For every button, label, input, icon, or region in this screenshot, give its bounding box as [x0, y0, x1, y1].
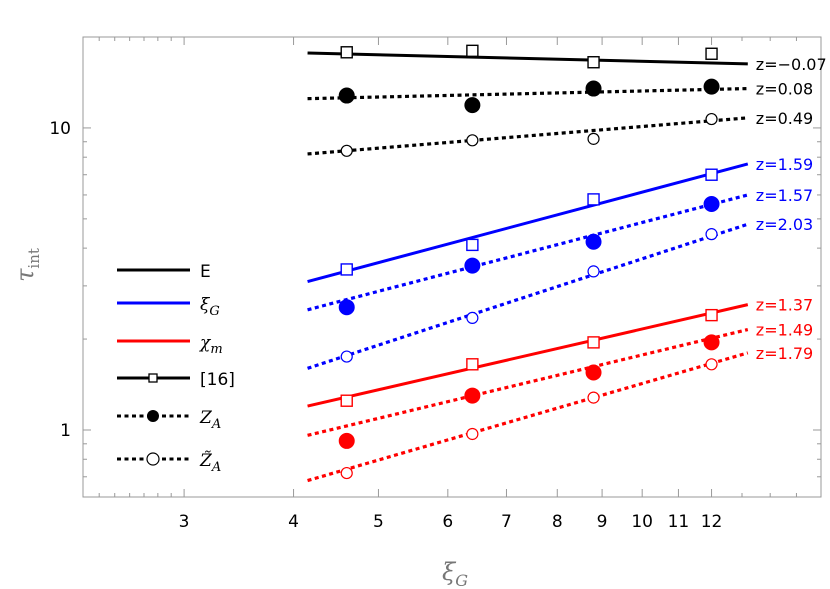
legend-label-4: ZA — [199, 408, 221, 432]
legend-label-sub: A — [211, 417, 221, 432]
data-point — [585, 233, 602, 250]
fit-line-3 — [307, 162, 749, 284]
data-point — [338, 87, 355, 104]
fit-label-5: z=2.03 — [756, 215, 813, 234]
data-point — [464, 387, 481, 404]
data-point — [705, 47, 718, 60]
legend-label-5: Z̃A — [199, 451, 221, 475]
data-point — [464, 97, 481, 114]
legend-label-1: ξG — [200, 295, 220, 319]
x-axis-label-main: ξ — [442, 558, 457, 586]
fit-label-8: z=1.79 — [756, 344, 813, 363]
x-tick-label: 9 — [597, 512, 608, 532]
data-point — [705, 358, 718, 371]
axis-ticks — [83, 36, 821, 497]
fit-line-5 — [307, 222, 749, 370]
data-point — [705, 112, 718, 126]
fit-label-6: z=1.37 — [756, 296, 813, 315]
plot-frame — [82, 36, 822, 498]
tick-labels: 3 4 5 6 7 8 9 10 11 12 1 10 — [49, 119, 722, 532]
fit-lines — [307, 51, 749, 483]
data-point — [466, 134, 479, 147]
legend-label-main: Z — [199, 408, 213, 428]
legend-label-2: χm — [199, 333, 223, 357]
data-point — [703, 195, 720, 212]
data-point — [587, 193, 600, 206]
fit-line-8 — [307, 351, 749, 483]
data-point — [464, 257, 481, 274]
data-point — [705, 168, 718, 181]
y-tick-label: 1 — [60, 421, 71, 441]
data-point — [466, 44, 479, 58]
data-point — [338, 299, 355, 316]
fit-label-4: z=1.57 — [756, 186, 813, 205]
legend-open-circle-marker — [146, 452, 160, 466]
legend-label-3: [16] — [200, 370, 235, 390]
legend-label-sub: m — [210, 342, 222, 357]
data-point — [340, 466, 353, 480]
y-axis-label-main: τ — [11, 268, 39, 282]
legend-square-marker — [148, 373, 158, 383]
fit-line-1 — [307, 86, 748, 101]
fit-labels: z=−0.07 z=0.08 z=0.49 z=1.59 z=1.57 z=2.03 z=1… — [756, 55, 827, 363]
legend-label-sub: G — [209, 304, 219, 319]
fit-line-6 — [307, 303, 749, 408]
x-tick-label: 5 — [373, 512, 384, 532]
legend-filled-circle-marker — [147, 410, 159, 422]
data-points — [338, 44, 720, 480]
fit-label-0: z=−0.07 — [756, 55, 827, 74]
fit-label-2: z=0.49 — [756, 109, 813, 128]
fit-line-2 — [307, 116, 748, 156]
x-tick-label: 3 — [179, 512, 190, 532]
x-tick-label: 4 — [288, 512, 299, 532]
data-point — [587, 336, 600, 349]
legend-label-sub: A — [211, 460, 221, 475]
x-tick-label: 12 — [701, 512, 723, 532]
data-point — [705, 228, 718, 241]
legend-label-main: ξ — [200, 295, 211, 315]
legend-label-main: Z̃ — [199, 451, 213, 471]
y-tick-label: 10 — [49, 119, 71, 139]
data-point — [703, 334, 720, 351]
fit-line-7 — [307, 328, 749, 437]
data-point — [703, 78, 720, 95]
fit-label-1: z=0.08 — [756, 80, 813, 99]
x-tick-label: 8 — [552, 512, 563, 532]
data-point — [587, 391, 600, 404]
data-point — [587, 265, 600, 278]
data-point — [340, 394, 353, 407]
x-tick-label: 6 — [442, 512, 453, 532]
data-point — [340, 350, 353, 363]
data-point — [587, 56, 600, 69]
data-point — [340, 144, 353, 157]
legend-label-0: E — [200, 262, 211, 282]
data-point — [587, 132, 600, 145]
y-axis-label: τint — [11, 248, 43, 282]
fit-label-3: z=1.59 — [756, 155, 813, 174]
data-point — [705, 308, 718, 322]
x-tick-label: 7 — [501, 512, 512, 532]
fit-line-4 — [307, 193, 749, 312]
fit-line-0 — [307, 51, 748, 66]
x-tick-label: 11 — [668, 512, 690, 532]
data-point — [466, 427, 479, 441]
data-point — [585, 364, 602, 381]
data-point — [340, 46, 353, 59]
x-tick-label: 10 — [631, 512, 653, 532]
legend-label-main: χ — [199, 333, 212, 353]
data-point — [340, 263, 353, 276]
data-point — [466, 311, 479, 325]
data-point — [466, 358, 479, 371]
y-axis-label-sub: int — [25, 248, 43, 269]
x-axis-label-sub: G — [455, 571, 468, 589]
fit-label-7: z=1.49 — [756, 321, 813, 340]
x-axis-label: ξG — [442, 558, 468, 589]
data-point — [585, 80, 602, 97]
data-point — [338, 432, 355, 449]
data-point — [466, 238, 479, 252]
